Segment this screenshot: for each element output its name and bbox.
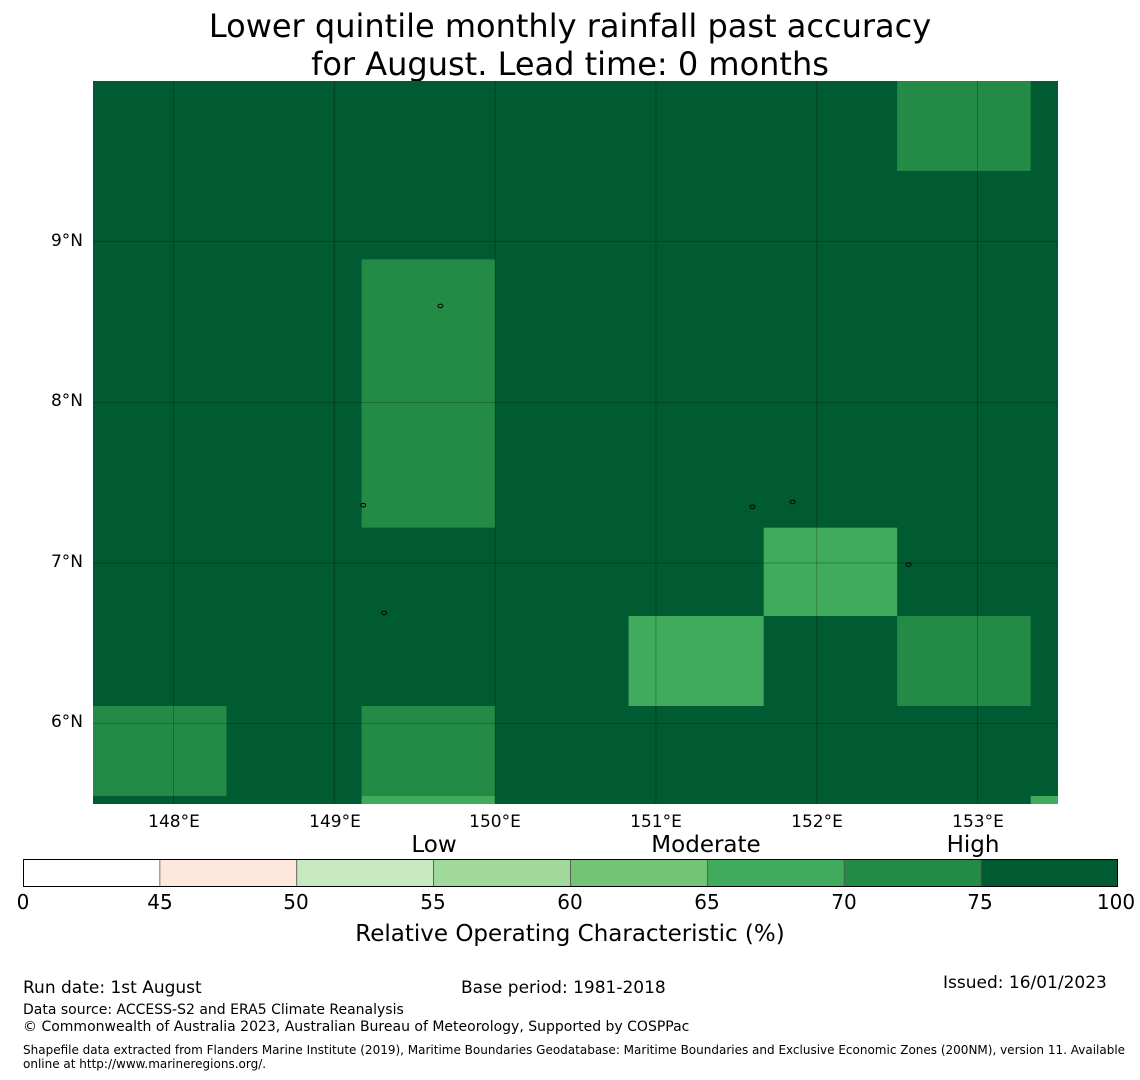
run-date: Run date: 1st August (23, 978, 202, 998)
map-cell-6 (361, 705, 496, 796)
lon-label-152e: 152°E (791, 812, 843, 832)
lon-label-149e: 149°E (309, 812, 361, 832)
colorbar (23, 859, 1118, 887)
lat-label-9n: 9°N (50, 231, 83, 251)
map-cell-7 (361, 795, 496, 804)
colorbar-tick-60: 60 (557, 890, 583, 914)
colorbar-tick-75: 75 (967, 890, 993, 914)
colorbar-segment-5 (706, 859, 845, 887)
colorbar-tick-0: 0 (16, 890, 30, 914)
colorbar-border (23, 859, 1118, 887)
colorbar-tick-50: 50 (283, 890, 309, 914)
colorbar-segment-0 (23, 859, 161, 887)
island-outline-3 (749, 504, 756, 510)
legend-category-moderate: Moderate (651, 832, 761, 858)
colorbar-tick-55: 55 (420, 890, 446, 914)
map-cell-1 (361, 259, 496, 528)
lat-label-8n: 8°N (50, 391, 83, 411)
map-cell-2 (763, 527, 898, 617)
rainfall-accuracy-map (93, 81, 1058, 804)
lon-label-150e: 150°E (469, 812, 521, 832)
colorbar-tick-45: 45 (147, 890, 173, 914)
base-period: Base period: 1981-2018 (461, 978, 666, 998)
map-cell-8 (1030, 795, 1058, 804)
map-cell-3 (628, 616, 764, 706)
island-outline-5 (905, 562, 912, 567)
colorbar-tick-65: 65 (694, 890, 720, 914)
colorbar-segment-4 (570, 859, 708, 887)
map-title-line-2: for August. Lead time: 0 months (311, 45, 829, 83)
colorbar-segment-2 (296, 859, 435, 887)
colorbar-segment-3 (433, 859, 571, 887)
map-cell-4 (897, 616, 1031, 706)
lon-label-153e: 153°E (952, 812, 1004, 832)
island-outline-0 (437, 303, 444, 309)
legend-category-low: Low (411, 832, 457, 858)
lon-label-151e: 151°E (630, 812, 682, 832)
copyright-notice: © Commonwealth of Australia 2023, Austra… (23, 1019, 690, 1035)
colorbar-segment-7 (980, 859, 1118, 887)
island-outline-1 (360, 502, 367, 508)
map-title-line-1: Lower quintile monthly rainfall past acc… (208, 7, 932, 45)
colorbar-caption: Relative Operating Characteristic (%) (355, 921, 785, 947)
colorbar-segment-6 (843, 859, 982, 887)
shapefile-credit: Shapefile data extracted from Flanders M… (23, 1043, 1126, 1071)
data-source: Data source: ACCESS-S2 and ERA5 Climate … (23, 1002, 404, 1018)
map-cell-5 (93, 705, 227, 796)
island-outline-2 (381, 610, 388, 616)
lat-label-7n: 7°N (50, 552, 83, 572)
colorbar-segment-1 (159, 859, 298, 887)
issued-date: Issued: 16/01/2023 (943, 973, 1107, 993)
colorbar-tick-70: 70 (831, 890, 857, 914)
legend-category-high: High (946, 832, 1000, 858)
lon-label-148e: 148°E (148, 812, 200, 832)
map-cell-0 (897, 81, 1031, 171)
island-outline-4 (789, 499, 796, 505)
colorbar-tick-100: 100 (1096, 890, 1136, 914)
lat-label-6n: 6°N (50, 712, 83, 732)
